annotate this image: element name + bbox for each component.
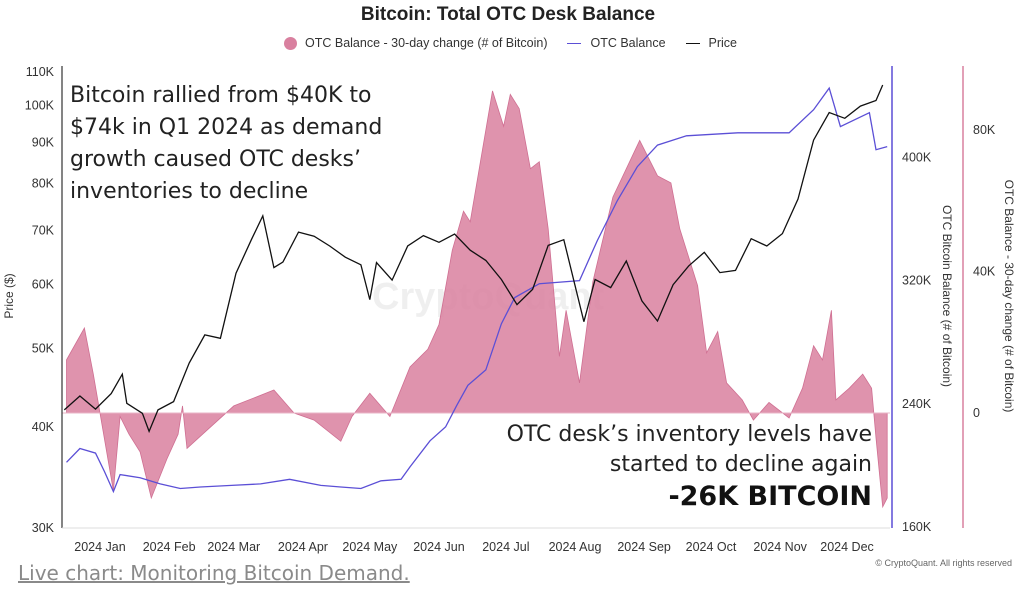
- left-tick-label: 60K: [32, 278, 55, 292]
- x-tick-label: 2024 Aug: [549, 540, 602, 554]
- balance-tick-label: 240K: [902, 397, 932, 411]
- legend-label-balance: OTC Balance: [590, 36, 666, 50]
- left-axis-label: Price ($): [2, 273, 16, 318]
- annotation-bottom-right: OTC desk’s inventory levels have started…: [507, 420, 872, 514]
- annotation-line: Bitcoin rallied from $40K to: [70, 83, 372, 108]
- change-axis-label: OTC Balance - 30-day change (# of Bitcoi…: [1002, 180, 1016, 413]
- left-tick-label: 40K: [32, 420, 55, 434]
- annotation-line: OTC desk’s inventory levels have: [506, 422, 872, 447]
- left-tick-label: 100K: [25, 98, 55, 112]
- annotation-line: inventories to decline: [70, 179, 309, 204]
- x-tick-label: 2024 May: [342, 540, 398, 554]
- annotation-line: started to decline again: [609, 452, 872, 477]
- annotation-top-left: Bitcoin rallied from $40K to $74k in Q1 …: [70, 80, 382, 208]
- change-tick-label: 80K: [973, 123, 996, 137]
- left-tick-label: 30K: [32, 521, 55, 535]
- x-tick-label: 2024 Nov: [753, 540, 807, 554]
- balance-axis-label: OTC Bitcoin Balance (# of Bitcoin): [940, 205, 954, 387]
- annotation-highlight: -26K BITCOIN: [668, 481, 872, 512]
- left-tick-label: 80K: [32, 177, 55, 191]
- balance-tick-label: 400K: [902, 150, 932, 164]
- x-tick-label: 2024 Dec: [820, 540, 874, 554]
- legend-swatch-price: [685, 42, 700, 44]
- annotation-line: growth caused OTC desks’: [70, 147, 361, 172]
- legend-swatch-change: [284, 36, 297, 50]
- chart-title: Bitcoin: Total OTC Desk Balance: [360, 4, 656, 25]
- legend-label-price: Price: [708, 36, 737, 50]
- balance-tick-label: 160K: [902, 520, 932, 534]
- left-tick-label: 70K: [32, 224, 55, 238]
- x-tick-label: 2024 Jul: [482, 540, 529, 554]
- copyright: © CryptoQuant. All rights reserved: [875, 558, 1012, 568]
- change-area: [66, 90, 888, 509]
- legend-label-change: OTC Balance - 30-day change (# of Bitcoi…: [305, 36, 548, 50]
- x-tick-label: 2024 Apr: [278, 540, 328, 554]
- annotation-line: $74k in Q1 2024 as demand: [70, 115, 383, 140]
- legend-swatch-balance: [567, 42, 582, 44]
- x-tick-label: 2024 Jun: [413, 540, 464, 554]
- x-tick-label: 2024 Sep: [617, 540, 671, 554]
- change-tick-label: 40K: [973, 264, 996, 278]
- legend: OTC Balance - 30-day change (# of Bitcoi…: [284, 36, 737, 50]
- left-tick-label: 50K: [32, 342, 55, 356]
- x-tick-label: 2024 Jan: [74, 540, 125, 554]
- x-tick-label: 2024 Feb: [143, 540, 196, 554]
- left-tick-label: 110K: [26, 65, 55, 79]
- balance-line: [66, 86, 888, 494]
- x-tick-label: 2024 Mar: [207, 540, 260, 554]
- live-chart-link[interactable]: Live chart: Monitoring Bitcoin Demand.: [18, 561, 410, 585]
- change-tick-label: 0: [973, 406, 980, 420]
- price-line: [63, 84, 884, 434]
- left-tick-label: 90K: [32, 135, 55, 149]
- balance-tick-label: 320K: [902, 274, 932, 288]
- x-tick-label: 2024 Oct: [686, 540, 737, 554]
